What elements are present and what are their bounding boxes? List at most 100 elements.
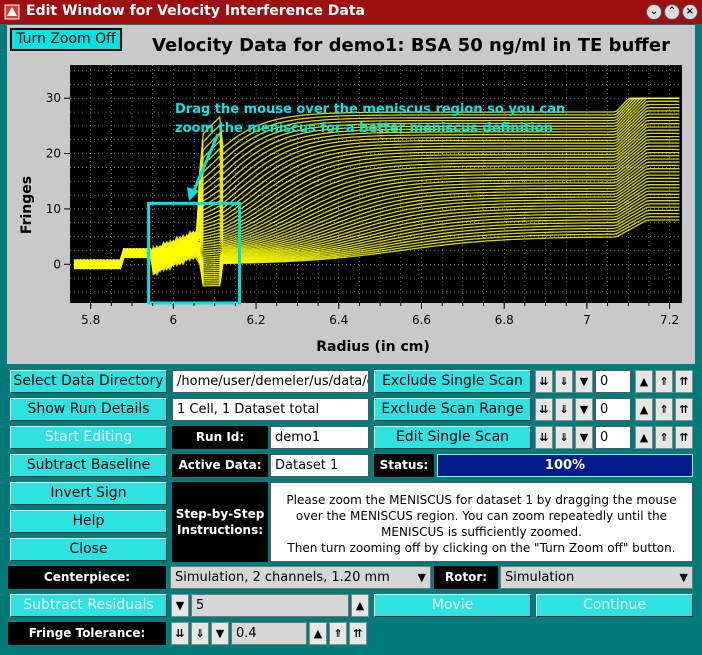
chevron-down-icon: ▼ <box>417 571 426 584</box>
instruction-line-4: Then turn zooming off by clicking on the… <box>287 541 676 555</box>
instruction-line-1: Please zoom the MENISCUS for dataset 1 b… <box>286 493 677 507</box>
fast-up-icon[interactable]: ⇈ <box>675 426 693 449</box>
y-tick-label: 0 <box>53 257 61 271</box>
window-title: Edit Window for Velocity Interference Da… <box>26 3 365 19</box>
title-bar[interactable]: Edit Window for Velocity Interference Da… <box>0 0 702 24</box>
up-icon[interactable]: ▲ <box>635 398 653 421</box>
rotor-label: Rotor: <box>434 566 498 589</box>
down-icon[interactable]: ▼ <box>575 398 593 421</box>
edit-scan-field[interactable]: 0 <box>595 426 631 449</box>
scan-counter-3: ⇊ ⇓ ▼ 0 ▲ ⇑ ⇈ <box>535 426 695 449</box>
instruction-line-2: over the MENISCUS region. You can zoom r… <box>295 509 668 523</box>
fringe-tolerance-label: Fringe Tolerance: <box>8 622 166 645</box>
active-data-field: Dataset 1 <box>270 454 369 477</box>
maximize-icon[interactable]: ⌃ <box>664 4 680 20</box>
annotation-text-1: Drag the mouse over the meniscus region … <box>175 102 565 117</box>
scan-line <box>73 206 680 280</box>
scan-curves <box>73 97 680 287</box>
fast-down-icon[interactable]: ⇊ <box>535 398 553 421</box>
fringe-tolerance-field[interactable]: 0.4 <box>231 622 307 645</box>
centerpiece-select[interactable]: Simulation, 2 channels, 1.20 mm ▼ <box>170 566 431 589</box>
status-progress-bar: 100% <box>437 454 693 477</box>
residuals-counter: ▼ 5 ▲ <box>171 594 369 617</box>
double-up-icon[interactable]: ⇑ <box>655 370 673 393</box>
residuals-value: 5 <box>196 598 205 613</box>
status-label: Status: <box>374 454 434 477</box>
instructions-text: Please zoom the MENISCUS for dataset 1 b… <box>270 482 693 562</box>
rotor-select[interactable]: Simulation ▼ <box>500 566 693 589</box>
scan-line <box>74 164 680 270</box>
double-up-icon[interactable]: ⇑ <box>655 426 673 449</box>
x-axis-label: Radius (in cm) <box>316 339 430 355</box>
movie-button[interactable]: Movie <box>374 594 531 617</box>
x-tick-label: 6.4 <box>329 313 348 327</box>
scan-line <box>73 97 680 270</box>
fast-down-icon[interactable]: ⇊ <box>171 622 189 645</box>
scan-counter-1: ⇊ ⇓ ▼ 0 ▲ ⇑ ⇈ <box>535 370 695 393</box>
fast-up-icon[interactable]: ⇈ <box>675 370 693 393</box>
double-down-icon[interactable]: ⇓ <box>555 426 573 449</box>
close-button[interactable]: Close <box>10 538 167 561</box>
edit-single-scan-button[interactable]: Edit Single Scan <box>374 426 531 449</box>
fringe-tolerance-value: 0.4 <box>236 626 257 641</box>
down-icon[interactable]: ▼ <box>575 426 593 449</box>
scan-number-field[interactable]: 0 <box>595 370 631 393</box>
fast-down-icon[interactable]: ⇊ <box>535 426 553 449</box>
directory-field[interactable]: /home/user/demeler/us/data/c <box>172 370 369 393</box>
x-tick-label: 6.6 <box>412 313 431 327</box>
run-id-label: Run Id: <box>172 426 268 449</box>
up-icon[interactable]: ▲ <box>635 426 653 449</box>
y-tick-label: 30 <box>46 91 61 105</box>
axes: 5.8 6 6.2 6.4 6.6 6.8 7 7.2 0 10 20 30 <box>46 91 679 327</box>
scan-line <box>74 97 680 270</box>
annotation-arrow <box>190 133 220 196</box>
fringe-tolerance-counter: ⇊ ⇓ ▼ 0.4 ▲ ⇑ ⇈ <box>171 622 369 645</box>
plot-panel: Turn Zoom Off Velocity Data for demo1: B… <box>7 25 695 364</box>
help-button[interactable]: Help <box>10 510 167 533</box>
velocity-chart[interactable]: Drag the mouse over the meniscus region … <box>7 25 695 364</box>
minimize-icon[interactable]: ⌄ <box>646 4 662 20</box>
double-down-icon[interactable]: ⇓ <box>555 370 573 393</box>
double-up-icon[interactable]: ⇑ <box>329 622 347 645</box>
double-down-icon[interactable]: ⇓ <box>191 622 209 645</box>
centerpiece-value: Simulation, 2 channels, 1.20 mm <box>175 570 390 585</box>
down-icon[interactable]: ▼ <box>211 622 229 645</box>
exclude-single-scan-button[interactable]: Exclude Single Scan <box>374 370 531 393</box>
down-icon[interactable]: ▼ <box>575 370 593 393</box>
x-tick-label: 5.8 <box>81 313 100 327</box>
continue-button[interactable]: Continue <box>536 594 693 617</box>
residuals-field[interactable]: 5 <box>191 594 349 617</box>
exclude-scan-range-button[interactable]: Exclude Scan Range <box>374 398 531 421</box>
close-icon[interactable]: × <box>682 4 698 20</box>
up-icon[interactable]: ▲ <box>351 594 369 617</box>
up-icon[interactable]: ▲ <box>309 622 327 645</box>
double-up-icon[interactable]: ⇑ <box>655 398 673 421</box>
start-editing-button[interactable]: Start Editing <box>10 426 167 449</box>
instructions-label: Step-by-Step Instructions: <box>172 482 268 562</box>
rotor-value: Simulation <box>505 570 575 585</box>
scan-line <box>74 145 680 270</box>
app-icon <box>4 4 20 20</box>
down-icon[interactable]: ▼ <box>171 594 189 617</box>
invert-sign-button[interactable]: Invert Sign <box>10 482 167 505</box>
plot-title: Velocity Data for demo1: BSA 50 ng/ml in… <box>152 35 670 56</box>
up-icon[interactable]: ▲ <box>635 370 653 393</box>
y-tick-label: 10 <box>46 202 61 216</box>
double-down-icon[interactable]: ⇓ <box>555 398 573 421</box>
subtract-residuals-button[interactable]: Subtract Residuals <box>10 594 167 617</box>
scan-line <box>73 184 680 271</box>
show-run-details-button[interactable]: Show Run Details <box>10 398 167 421</box>
turn-zoom-off-button[interactable]: Turn Zoom Off <box>10 28 122 51</box>
scan-range-field[interactable]: 0 <box>595 398 631 421</box>
fast-down-icon[interactable]: ⇊ <box>535 370 553 393</box>
annotation-arrowhead <box>187 187 199 201</box>
fast-up-icon[interactable]: ⇈ <box>349 622 367 645</box>
fast-up-icon[interactable]: ⇈ <box>675 398 693 421</box>
subtract-baseline-button[interactable]: Subtract Baseline <box>10 454 167 477</box>
scan-line <box>73 97 680 270</box>
x-tick-label: 7 <box>583 313 591 327</box>
scan-counter-2: ⇊ ⇓ ▼ 0 ▲ ⇑ ⇈ <box>535 398 695 421</box>
y-axis-label: Fringes <box>19 176 35 234</box>
select-data-directory-button[interactable]: Select Data Directory <box>10 370 167 393</box>
x-tick-label: 6 <box>170 313 178 327</box>
